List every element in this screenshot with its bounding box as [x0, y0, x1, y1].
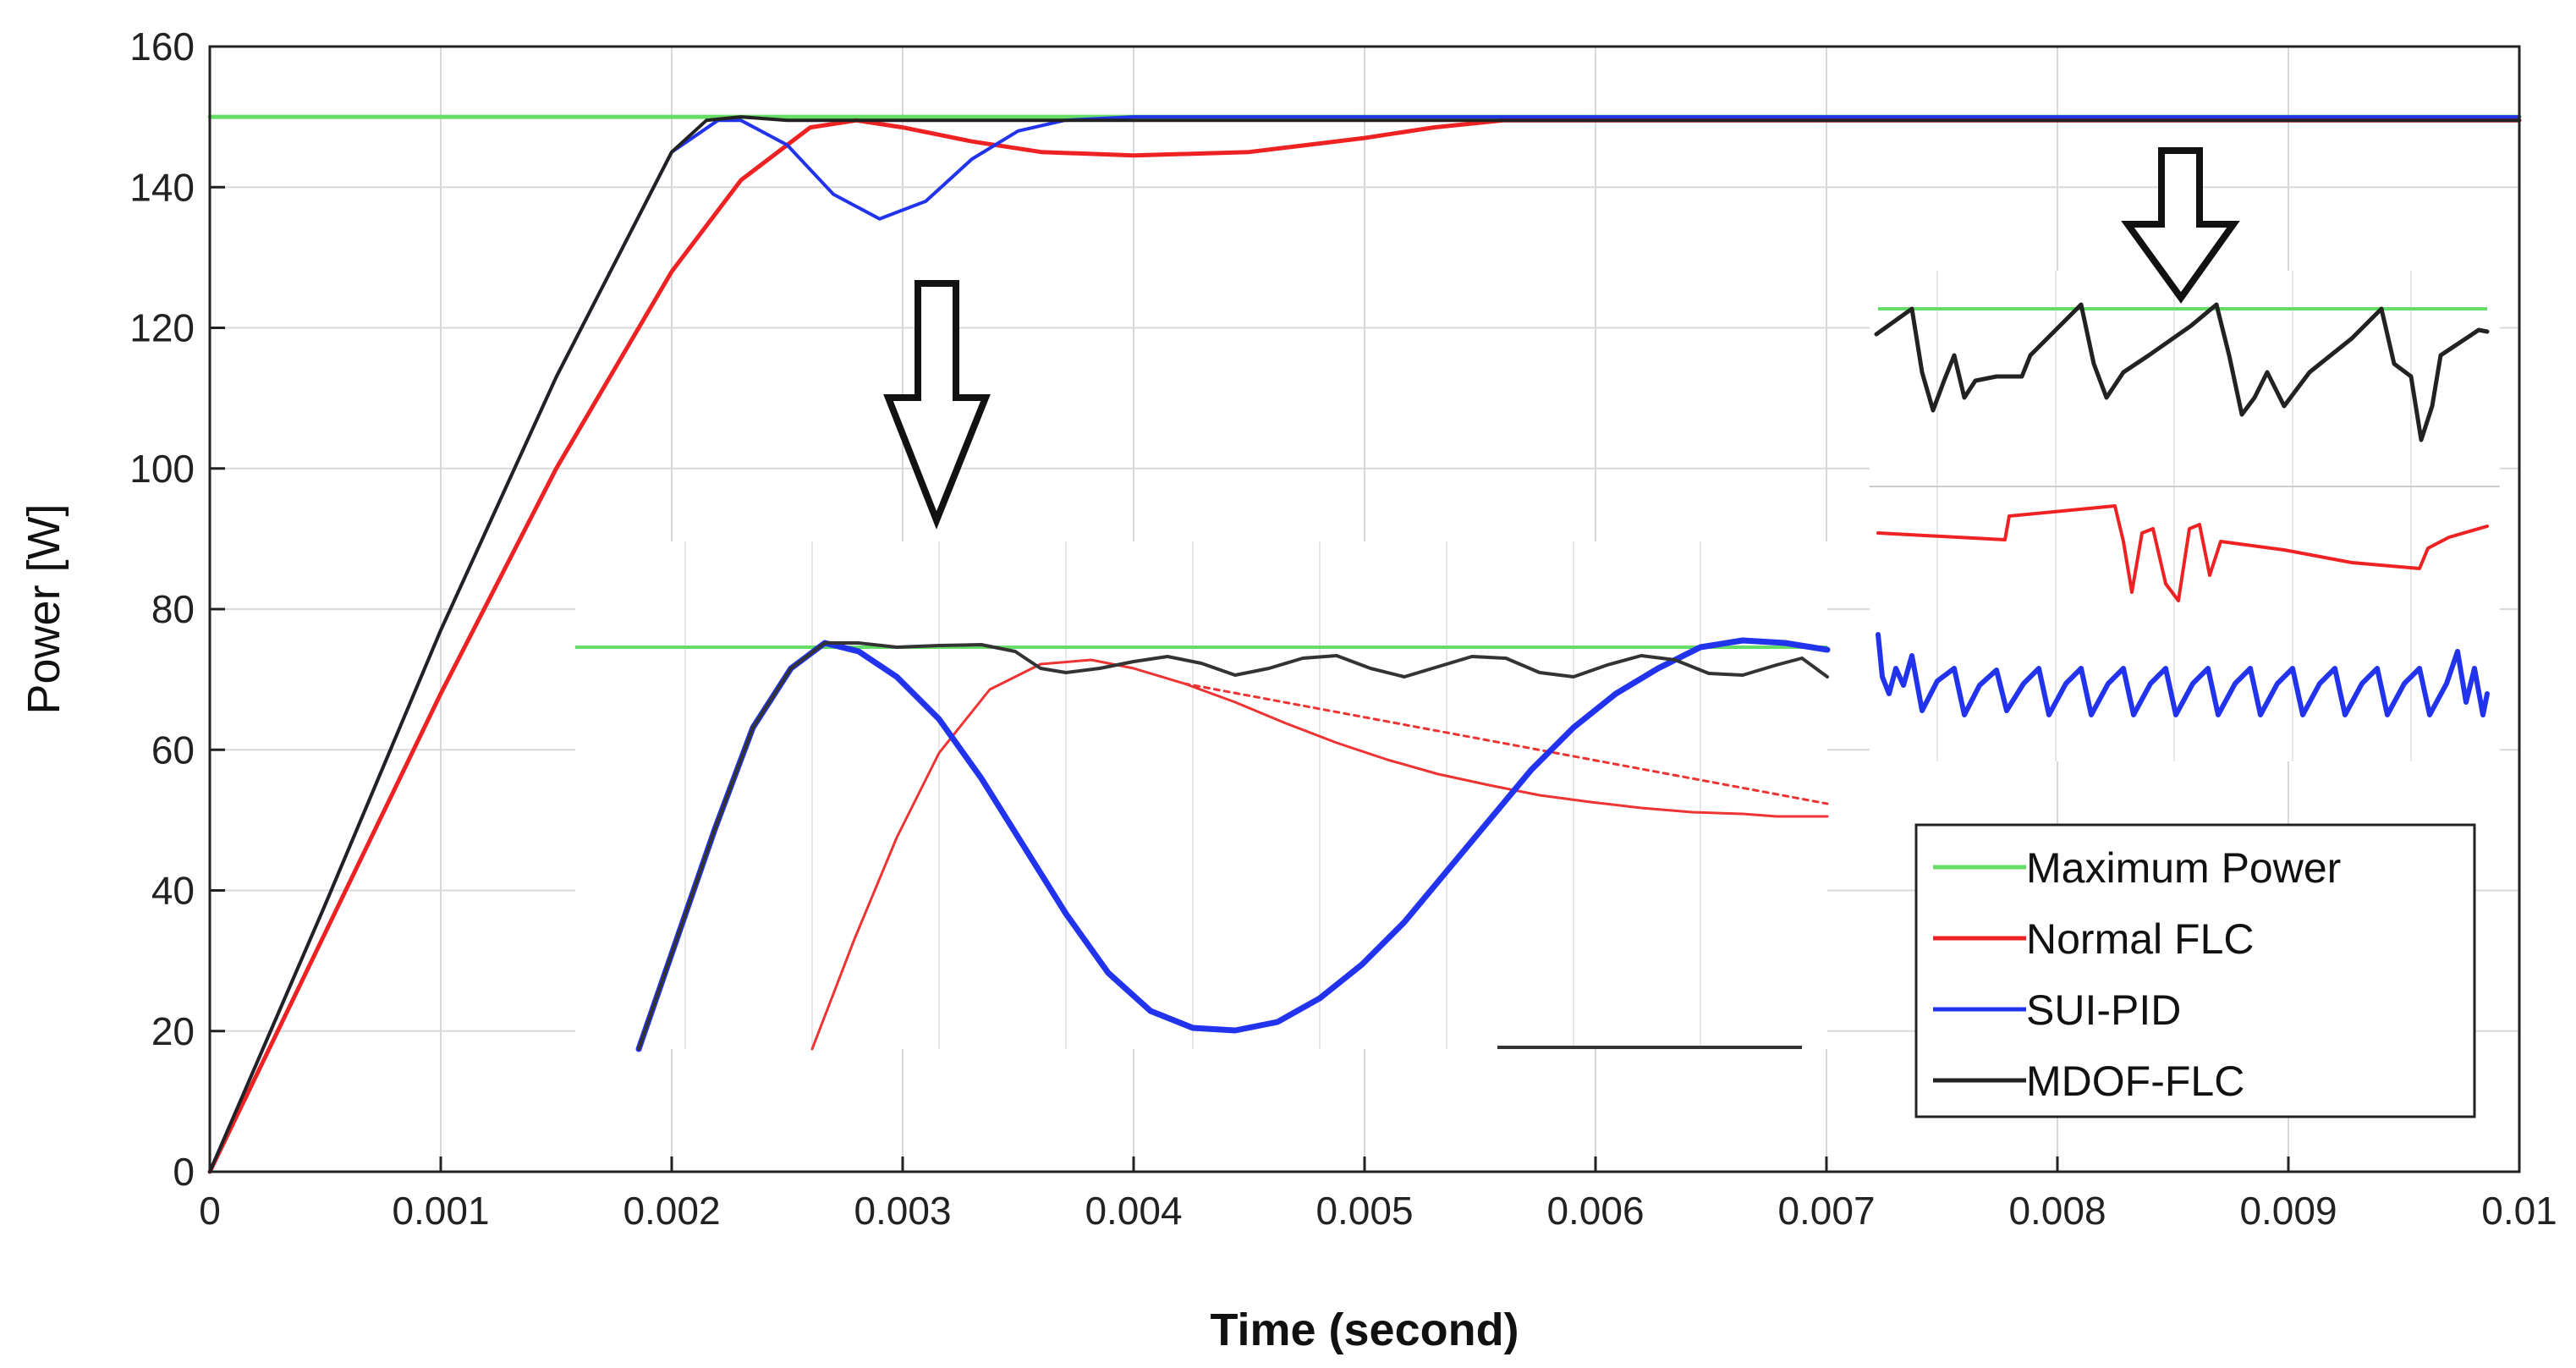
y-tick-label: 160	[129, 25, 195, 69]
legend-item-label: MDOF-FLC	[2026, 1058, 2244, 1105]
x-tick-label: 0.01	[2481, 1189, 2557, 1233]
zoom-inset-ripple	[1870, 271, 2500, 761]
x-tick-label: 0.002	[623, 1189, 720, 1233]
x-tick-label: 0.001	[392, 1189, 489, 1233]
inset2-normal-flc-trace	[1876, 504, 2489, 602]
x-tick-label: 0.008	[2008, 1189, 2106, 1233]
legend-item-label: Maximum Power	[2026, 844, 2341, 892]
y-tick-label: 20	[151, 1009, 195, 1053]
x-tick-label: 0.005	[1315, 1189, 1413, 1233]
inset1-normal-flc-ripple	[1183, 682, 1829, 805]
y-tick-label: 40	[151, 869, 195, 913]
inset1-normal-flc-trace	[810, 658, 1829, 1051]
y-tick-label: 80	[151, 587, 195, 631]
inset1-mdof-flc-trace	[637, 641, 1829, 1051]
y-tick-label: 60	[151, 728, 195, 772]
y-tick-label: 100	[129, 447, 195, 491]
x-axis-label: Time (second)	[1210, 1305, 1519, 1355]
x-tick-label: 0.004	[1085, 1189, 1182, 1233]
x-axis-ticks: 0 0.001 0.002 0.003 0.004 0.005 0.006 0.007 0.00…	[199, 1156, 2557, 1233]
y-tick-label: 0	[173, 1150, 195, 1194]
series-mdof-flc-line	[208, 115, 2521, 1173]
series-layer	[207, 114, 2522, 1174]
legend-item-label: SUI-PID	[2026, 986, 2181, 1034]
x-tick-label: 0	[199, 1189, 221, 1233]
arrow-down-icon	[883, 280, 991, 530]
y-axis-ticks: 0 20 40 60 80 100 120 140 160	[129, 25, 225, 1194]
y-tick-label: 140	[129, 165, 195, 209]
zoom-inset-settling	[575, 541, 1831, 1052]
legend: Maximum Power Normal FLC SUI-PID MDOF-FLC	[1914, 823, 2476, 1118]
x-tick-label: 0.003	[854, 1189, 951, 1233]
y-axis-label: Power [W]	[19, 503, 69, 714]
y-tick-label: 120	[129, 306, 195, 350]
arrow-down-icon	[2121, 147, 2240, 304]
inset2-mdof-flc-trace	[1874, 302, 2490, 442]
inset2-sui-pid-trace	[1876, 632, 2490, 717]
x-tick-label: 0.006	[1546, 1189, 1644, 1233]
legend-item-label: Normal FLC	[2026, 915, 2254, 963]
x-tick-label: 0.007	[1777, 1189, 1875, 1233]
x-tick-label: 0.009	[2239, 1189, 2337, 1233]
legend-box	[1914, 823, 2476, 1118]
